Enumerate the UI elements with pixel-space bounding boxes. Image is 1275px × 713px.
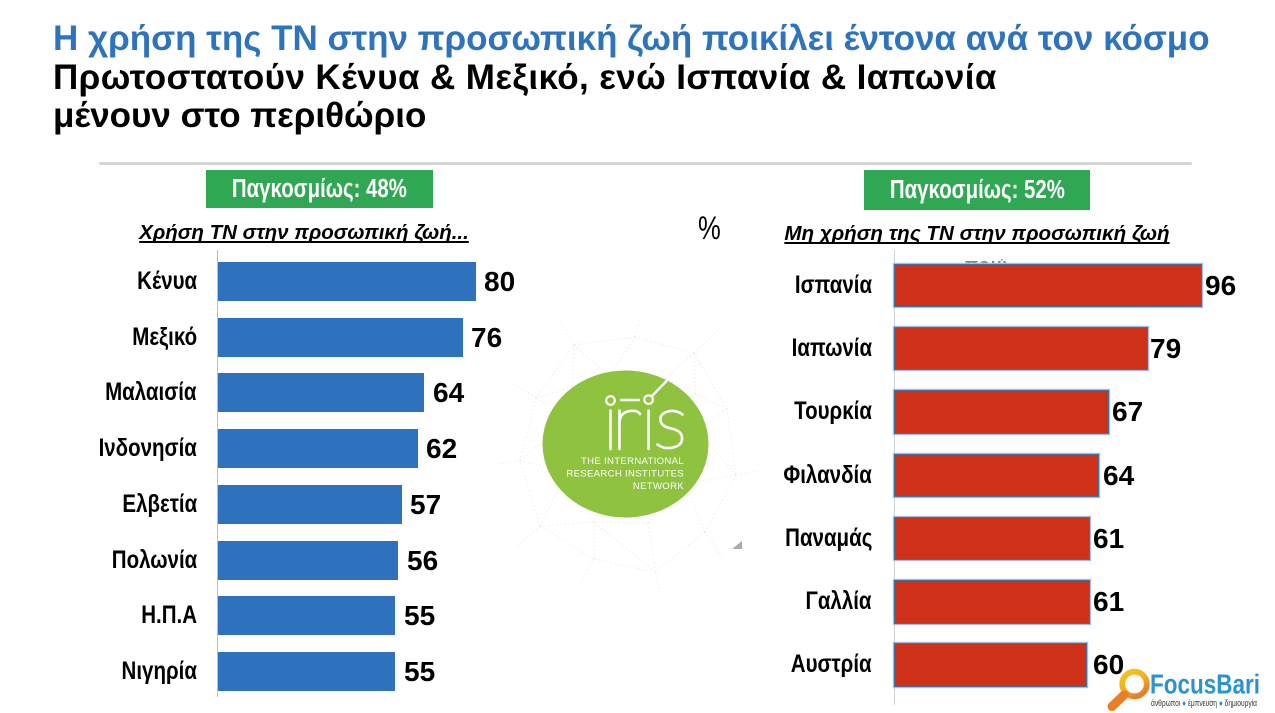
svg-text:άνθρωποι ● έμπνευση ● δημιουργ: άνθρωποι ● έμπνευση ● δημιουργία [1151,698,1257,708]
svg-text:RESEARCH INSTITUTES: RESEARCH INSTITUTES [566,469,684,480]
svg-text:NETWORK: NETWORK [633,481,684,492]
svg-text:THE INTERNATIONAL: THE INTERNATIONAL [581,456,684,467]
svg-text:FocusBari: FocusBari [1150,669,1260,700]
